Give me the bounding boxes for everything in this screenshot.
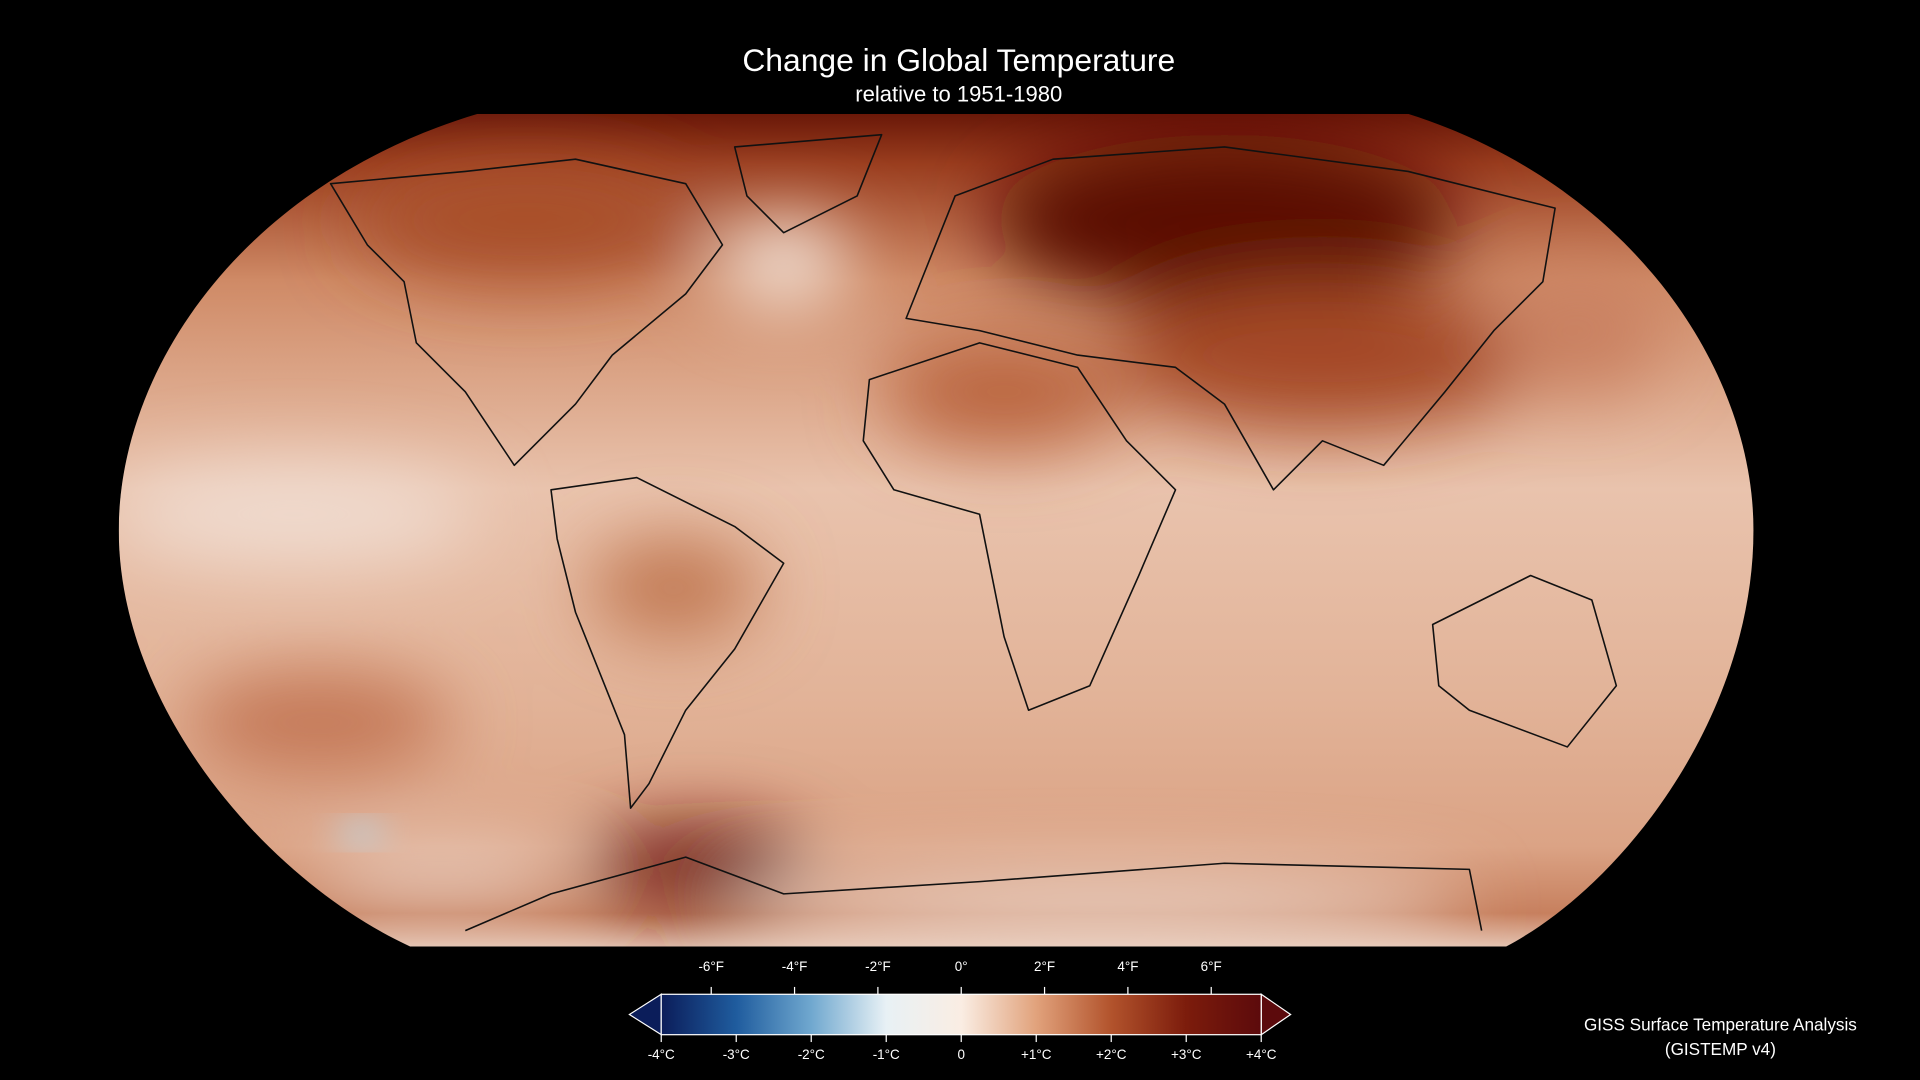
map <box>118 113 1754 947</box>
tick-label: +4°C <box>1246 1047 1277 1062</box>
title: Change in Global Temperature <box>742 42 1175 78</box>
tick-label: 2°F <box>1034 959 1055 974</box>
tick-label: 6°F <box>1201 959 1222 974</box>
colorbar: -6°F -4°F -2°F 0° 2°F 4°F 6°F -4°C -3°C -2°C -1°C 0… <box>628 959 1292 1062</box>
subtitle: relative to 1951-1980 <box>855 81 1062 106</box>
tick-label: 4°F <box>1117 959 1138 974</box>
tick-label: 0 <box>957 1047 964 1062</box>
tick-label: +1°C <box>1021 1047 1052 1062</box>
tick-label: +2°C <box>1096 1047 1127 1062</box>
tick-label: 0° <box>955 959 968 974</box>
tick-label: -6°F <box>698 959 724 974</box>
colorbar-arrow <box>628 993 662 1036</box>
tick-label: -2°C <box>798 1047 825 1062</box>
tick-label: -2°F <box>865 959 891 974</box>
credit: GISS Surface Temperature Analysis <box>1584 1015 1857 1035</box>
tick-label: -4°F <box>782 959 808 974</box>
credit: (GISTEMP v4) <box>1665 1039 1776 1059</box>
tick-label: -3°C <box>723 1047 750 1062</box>
tick-label: +3°C <box>1171 1047 1202 1062</box>
tick-label: -4°C <box>648 1047 675 1062</box>
colorbar-arrow <box>1260 993 1292 1036</box>
tick-label: -1°C <box>873 1047 900 1062</box>
colorbar-scale <box>660 993 1262 1036</box>
